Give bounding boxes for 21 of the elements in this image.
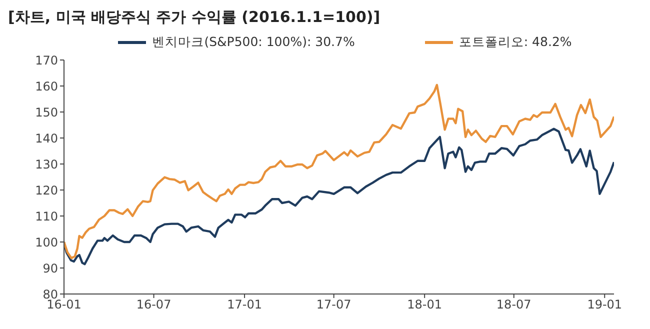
y-tick-label: 110 <box>35 209 58 224</box>
y-tick-label: 130 <box>35 157 58 172</box>
y-tick-label: 160 <box>35 79 58 94</box>
x-tick-label: 17-07 <box>316 298 352 312</box>
y-tick-label: 120 <box>35 183 58 198</box>
x-tick-label: 17-01 <box>227 298 262 312</box>
y-tick-label: 100 <box>35 235 58 250</box>
y-tick-label: 150 <box>35 105 58 120</box>
x-tick-label: 16-01 <box>46 298 82 312</box>
x-tick-label: 18-01 <box>407 298 442 312</box>
x-tick-label: 16-07 <box>136 298 172 312</box>
line-series <box>64 84 614 260</box>
x-tick-label: 18-07 <box>496 298 532 312</box>
x-tick-label: 19-01 <box>587 298 622 312</box>
line-series <box>64 128 614 266</box>
y-tick-label: 90 <box>42 261 58 276</box>
legend-label: 포트폴리오: 48.2% <box>458 34 572 50</box>
y-tick-label: 170 <box>35 53 58 68</box>
y-tick-label: 140 <box>35 131 58 146</box>
legend-label: 벤치마크(S&P500: 100%): 30.7% <box>152 34 355 50</box>
chart-title: [차트, 미국 배당주식 주가 수익률 (2016.1.1=100)] <box>8 8 382 28</box>
